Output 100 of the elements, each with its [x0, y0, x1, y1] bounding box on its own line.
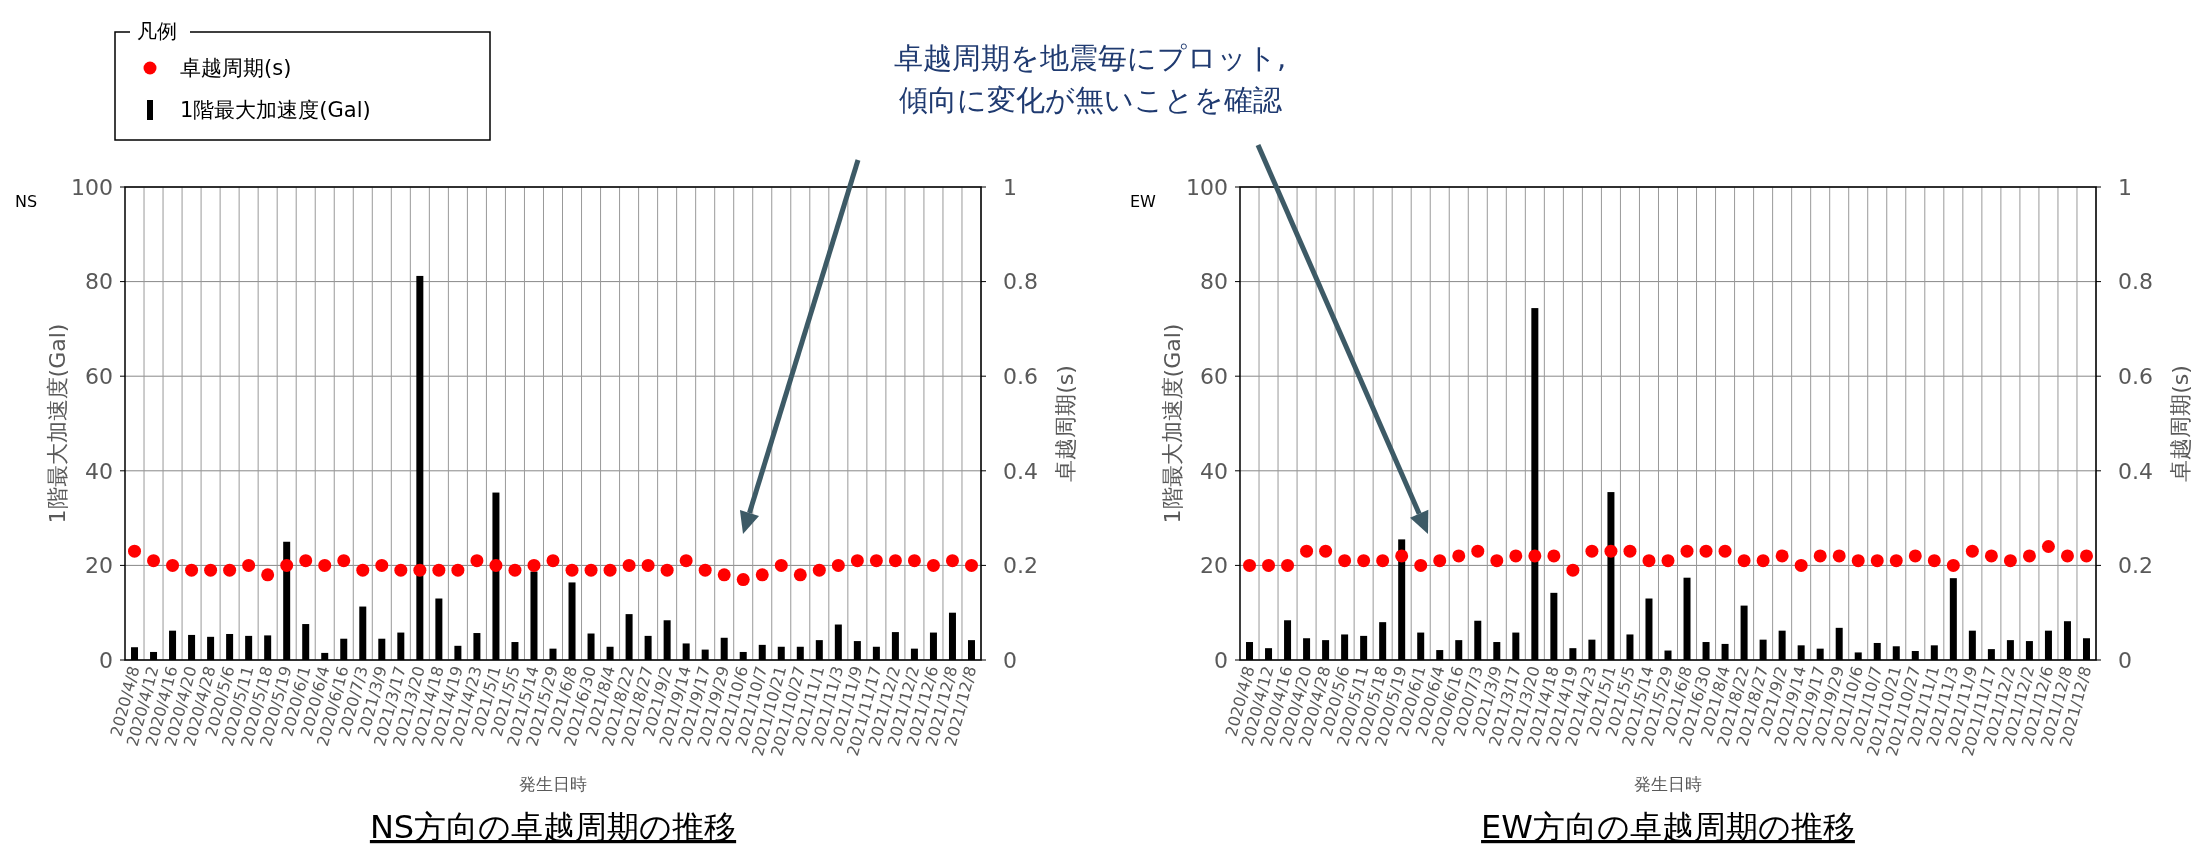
point	[318, 558, 332, 572]
y-tick-label: 100	[71, 174, 113, 200]
point	[1319, 544, 1333, 558]
point	[1908, 549, 1922, 563]
point	[451, 563, 465, 577]
point	[1604, 544, 1618, 558]
y-axis-title: 1階最大加速度(Gal)	[45, 323, 70, 524]
point	[622, 558, 636, 572]
y-tick-label: 20	[1200, 553, 1228, 579]
point	[698, 563, 712, 577]
point	[1547, 549, 1561, 563]
point	[1452, 549, 1466, 563]
point	[1965, 544, 1979, 558]
point	[1243, 558, 1257, 572]
y-tick-label: 80	[85, 269, 113, 295]
point	[888, 554, 902, 568]
y2-tick-label: 0.2	[1003, 553, 1038, 579]
text: 卓越周期を地震毎にプロット, 傾向に変化が無いことを確認	[893, 41, 1287, 117]
point	[1870, 554, 1884, 568]
y2-tick-label: 0.4	[1003, 458, 1038, 484]
point	[394, 563, 408, 577]
point	[1376, 554, 1390, 568]
point	[736, 573, 750, 587]
point	[812, 563, 826, 577]
point	[527, 558, 541, 572]
point	[128, 544, 142, 558]
point	[774, 558, 788, 572]
point	[2079, 549, 2093, 563]
y2-tick-label: 0	[1003, 647, 1017, 673]
point	[1585, 544, 1599, 558]
point	[432, 563, 446, 577]
point	[793, 568, 807, 582]
point	[755, 568, 769, 582]
text: NS	[15, 192, 38, 211]
point	[1414, 558, 1428, 572]
point	[280, 558, 294, 572]
point	[508, 563, 522, 577]
point	[641, 558, 655, 572]
point	[1718, 544, 1732, 558]
text: EW方向の卓越周期の推移	[1481, 808, 1855, 846]
y2-tick-label: 0.8	[1003, 269, 1038, 295]
point	[565, 563, 579, 577]
y2-tick-label: 0.8	[2118, 269, 2153, 295]
point	[1566, 563, 1580, 577]
x-axis-title: 発生日時	[519, 774, 587, 794]
point	[1756, 554, 1770, 568]
point	[147, 554, 161, 568]
y-tick-label: 60	[85, 363, 113, 389]
y2-tick-label: 1	[1003, 174, 1017, 200]
point	[2060, 549, 2074, 563]
point	[2041, 539, 2055, 553]
point	[869, 554, 883, 568]
point	[1300, 544, 1314, 558]
point	[375, 558, 389, 572]
point	[1338, 554, 1352, 568]
y-tick-label: 0	[1214, 647, 1228, 673]
y-tick-label: 60	[1200, 363, 1228, 389]
point	[1984, 549, 1998, 563]
point	[831, 558, 845, 572]
point	[850, 554, 864, 568]
point	[964, 558, 978, 572]
point	[337, 554, 351, 568]
point	[1661, 554, 1675, 568]
point	[261, 568, 275, 582]
y-tick-label: 0	[99, 647, 113, 673]
x-axis-title: 発生日時	[1634, 774, 1702, 794]
point	[223, 563, 237, 577]
y-tick-label: 40	[1200, 458, 1228, 484]
point	[679, 554, 693, 568]
point	[1680, 544, 1694, 558]
point	[1433, 554, 1447, 568]
point	[185, 563, 199, 577]
point	[1794, 558, 1808, 572]
y2-tick-label: 0.6	[2118, 363, 2153, 389]
point	[1509, 549, 1523, 563]
point	[1946, 558, 1960, 572]
point	[1471, 544, 1485, 558]
y2-tick-label: 0.2	[2118, 553, 2153, 579]
y2-tick-label: 1	[2118, 174, 2132, 200]
y2-axis-title: 卓越周期(s)	[1053, 365, 1078, 482]
point	[1775, 549, 1789, 563]
text: EW	[1130, 192, 1157, 211]
point	[1851, 554, 1865, 568]
point	[166, 558, 180, 572]
point	[413, 563, 427, 577]
point	[945, 554, 959, 568]
y2-tick-label: 0	[2118, 647, 2132, 673]
point	[356, 563, 370, 577]
point	[717, 568, 731, 582]
point	[1357, 554, 1371, 568]
point	[1813, 549, 1827, 563]
point	[584, 563, 598, 577]
point	[1889, 554, 1903, 568]
point	[660, 563, 674, 577]
y-axis-title: 1階最大加速度(Gal)	[1160, 323, 1185, 524]
y2-axis-title: 卓越周期(s)	[2168, 365, 2193, 482]
point	[242, 558, 256, 572]
point	[926, 558, 940, 572]
y-tick-label: 80	[1200, 269, 1228, 295]
point	[546, 554, 560, 568]
